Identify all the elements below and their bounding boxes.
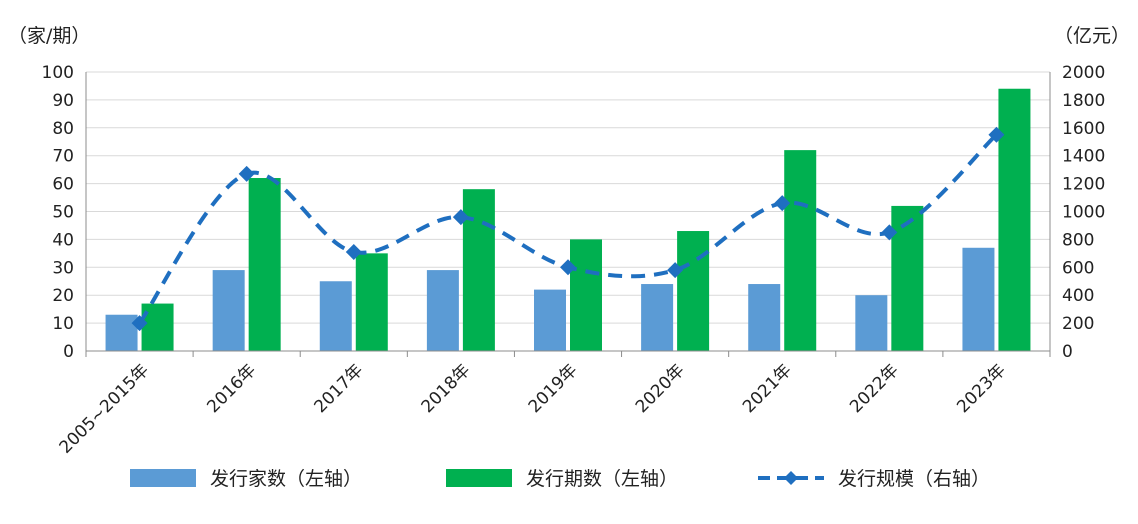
- scale-point: [452, 209, 469, 226]
- bar-issues: [570, 239, 602, 351]
- bar-issuers: [105, 314, 138, 351]
- legend-swatch: [130, 469, 196, 487]
- bar-issuers: [212, 270, 245, 351]
- gridlines: [86, 71, 1050, 324]
- left-tick-label: 10: [52, 314, 74, 334]
- bar-issuers: [641, 284, 674, 351]
- bar-issuers: [962, 247, 995, 351]
- scale-point: [238, 165, 255, 182]
- scale-point: [560, 259, 576, 276]
- bar-issuers: [426, 270, 459, 351]
- left-tick-label: 50: [52, 203, 74, 223]
- scale-point: [667, 262, 684, 279]
- x-tick-label: 2020年: [632, 360, 689, 417]
- x-tick-label: 2021年: [739, 360, 796, 417]
- bar-issues: [998, 88, 1031, 352]
- right-tick-label: 400: [1062, 286, 1094, 306]
- right-tick-label: 1200: [1062, 175, 1105, 195]
- bar-issues: [891, 205, 924, 351]
- right-tick-label: 1600: [1062, 119, 1105, 139]
- bars: [105, 88, 1031, 352]
- left-axis-unit: （家/期）: [8, 25, 90, 47]
- left-tick-label: 40: [52, 230, 74, 250]
- scale-line: [131, 126, 1005, 332]
- left-tick-label: 100: [42, 63, 74, 83]
- legend: 发行家数（左轴） 发行期数（左轴） 发行规模（右轴）: [130, 468, 990, 490]
- left-tick-label: 80: [52, 119, 74, 139]
- right-tick-label: 200: [1062, 314, 1094, 334]
- scale-point: [345, 243, 362, 260]
- left-tick-label: 70: [52, 147, 74, 167]
- scale-point: [774, 195, 791, 212]
- left-tick-label: 20: [52, 286, 74, 306]
- left-tick-label: 60: [52, 175, 74, 195]
- left-tick-label: 30: [52, 258, 74, 278]
- bar-issuers: [319, 281, 352, 351]
- scale-point: [131, 315, 148, 332]
- legend-swatch: [446, 469, 512, 487]
- right-tick-label: 1800: [1062, 91, 1105, 111]
- bar-issues: [141, 303, 174, 351]
- x-tick-label: 2019年: [525, 360, 582, 417]
- x-tick-label: 2023年: [953, 360, 1010, 417]
- bar-issuers: [534, 289, 566, 351]
- right-tick-label: 0: [1062, 342, 1073, 362]
- right-tick-label: 600: [1062, 258, 1094, 278]
- right-tick-label: 800: [1062, 230, 1094, 250]
- legend-label: 发行期数（左轴）: [526, 468, 678, 490]
- bar-issues: [355, 253, 388, 351]
- scale-point: [881, 224, 898, 241]
- legend-marker: [784, 471, 798, 485]
- right-axis-unit: （亿元）: [1054, 25, 1130, 47]
- bar-issues: [677, 231, 710, 351]
- x-tick-label: 2018年: [418, 360, 475, 417]
- left-tick-label: 0: [63, 342, 74, 362]
- right-tick-label: 2000: [1062, 63, 1105, 83]
- bar-issuers: [855, 295, 888, 351]
- right-tick-label: 1000: [1062, 203, 1105, 223]
- legend-label: 发行家数（左轴）: [210, 468, 362, 490]
- x-tick-label: 2022年: [846, 360, 903, 417]
- legend-label: 发行规模（右轴）: [838, 468, 990, 490]
- right-tick-label: 1400: [1062, 147, 1105, 167]
- x-tick-label: 2005~2015年: [56, 360, 153, 457]
- bar-issues: [462, 189, 495, 351]
- bar-issuers: [748, 284, 781, 351]
- bar-issues: [248, 178, 281, 351]
- x-tick-label: 2017年: [311, 360, 368, 417]
- scale-point: [988, 126, 1005, 143]
- left-tick-label: 90: [52, 91, 74, 111]
- bar-issues: [784, 150, 817, 351]
- x-tick-label: 2016年: [203, 360, 260, 417]
